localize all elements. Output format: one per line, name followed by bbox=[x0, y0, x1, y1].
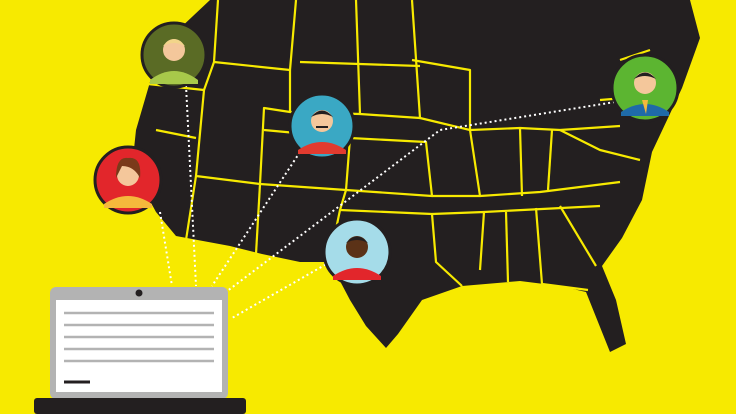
connection-lines bbox=[159, 84, 616, 319]
avatar bbox=[140, 21, 208, 89]
avatar bbox=[610, 53, 680, 123]
avatar bbox=[322, 217, 392, 287]
avatar bbox=[93, 145, 163, 215]
laptop bbox=[34, 287, 246, 414]
avatar bbox=[288, 92, 356, 160]
